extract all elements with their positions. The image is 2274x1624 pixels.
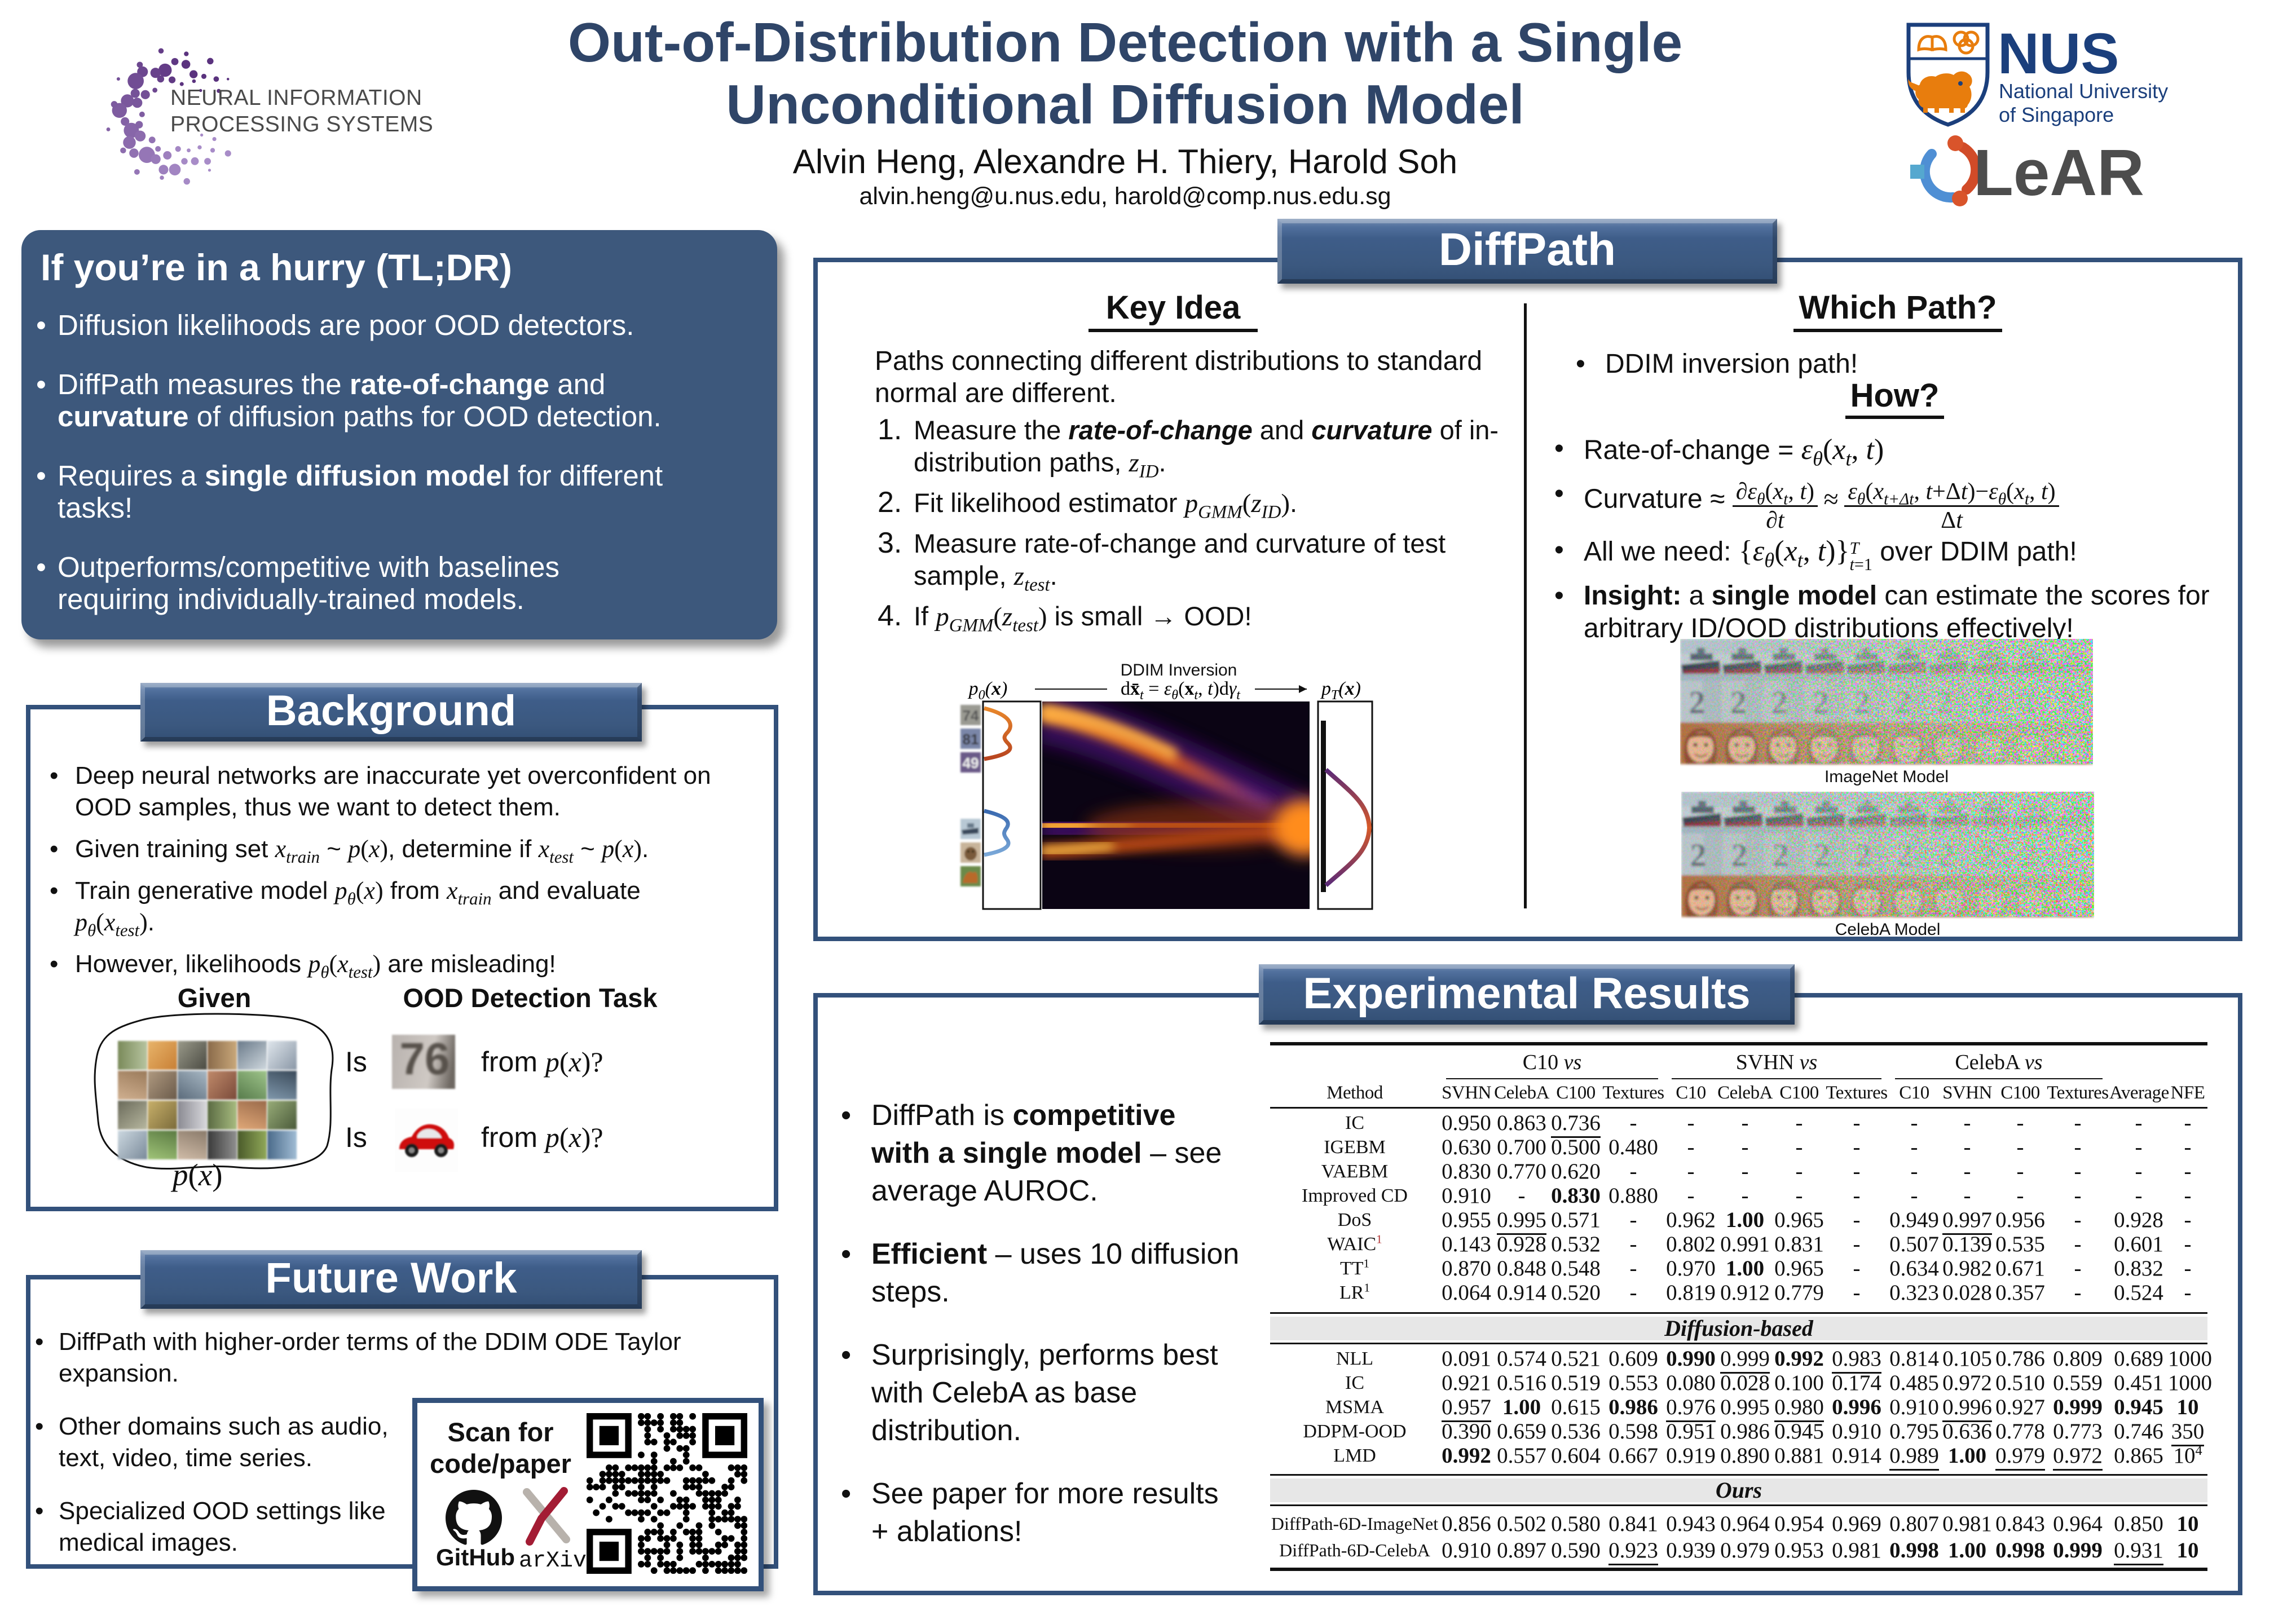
svg-text:ImageNet Model: ImageNet Model (1825, 767, 1949, 786)
svg-text:p0(x): p0(x) (968, 678, 1008, 703)
svg-text:81: 81 (963, 731, 979, 748)
svg-text:pT(x): pT(x) (1320, 678, 1361, 703)
svg-text:National University: National University (1999, 80, 2168, 103)
svg-text:CelebA Model: CelebA Model (1835, 920, 1941, 939)
svg-text:of Singapore: of Singapore (1999, 103, 2114, 126)
svg-text:NUS: NUS (1998, 21, 2119, 86)
svg-text:49: 49 (963, 754, 979, 771)
svg-text:LeAR: LeAR (1973, 136, 2144, 208)
svg-text:dx̄t = εθ(xt, t)dγt: dx̄t = εθ(xt, t)dγt (1121, 678, 1241, 703)
svg-text:74: 74 (963, 707, 979, 724)
svg-text:DDIM Inversion: DDIM Inversion (1121, 661, 1237, 679)
